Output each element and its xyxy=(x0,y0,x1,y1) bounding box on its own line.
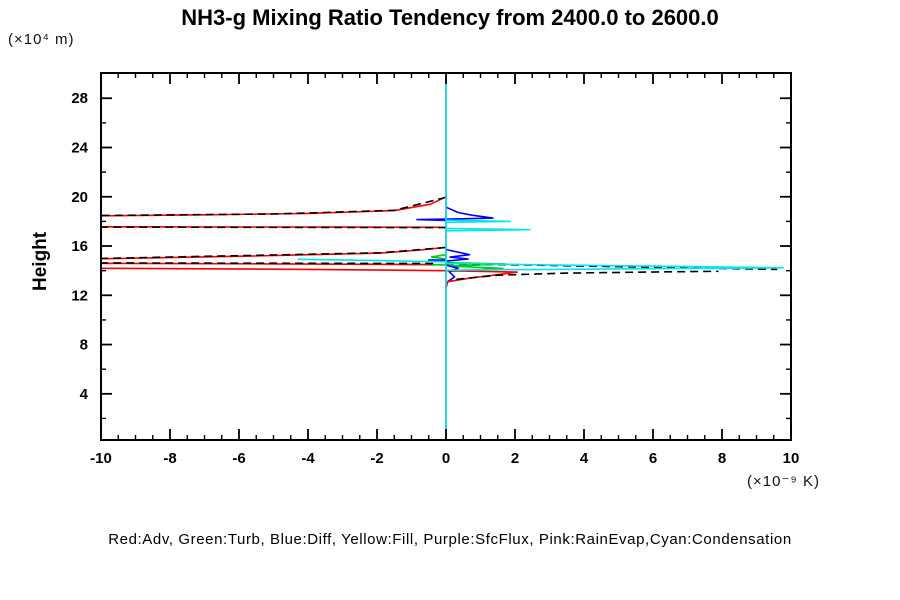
legend-text: Red:Adv, Green:Turb, Blue:Diff, Yellow:F… xyxy=(108,531,792,548)
chart-title: NH3-g Mixing Ratio Tendency from 2400.0 … xyxy=(181,5,719,30)
y-axis-title: Height xyxy=(30,231,51,291)
y-tick-label: 16 xyxy=(71,238,88,255)
x-tick-label: -4 xyxy=(301,450,315,467)
series-lines xyxy=(101,73,784,440)
x-tick-label: 10 xyxy=(783,450,800,467)
x-tick-label: -10 xyxy=(90,450,112,467)
series-condensation xyxy=(297,73,784,440)
y-tick-label: 8 xyxy=(80,337,88,354)
x-tick-label: -8 xyxy=(163,450,176,467)
x-tick-label: 0 xyxy=(442,450,450,467)
y-axis-unit-label: (×10⁴ m) xyxy=(8,31,75,48)
x-tick-label: 8 xyxy=(718,450,726,467)
x-axis-unit-label: (×10⁻⁹ K) xyxy=(747,473,820,490)
y-tick-label: 20 xyxy=(71,189,88,206)
series-total xyxy=(101,196,778,281)
y-tick-label: 12 xyxy=(71,287,88,304)
y-tick-label: 4 xyxy=(80,386,89,403)
y-tick-label: 28 xyxy=(71,90,88,107)
x-tick-label: 6 xyxy=(649,450,657,467)
x-tick-label: 4 xyxy=(580,450,589,467)
x-tick-label: 2 xyxy=(511,450,519,467)
x-tick-label: -6 xyxy=(232,450,245,467)
series-diff xyxy=(416,206,494,289)
y-tick-label: 24 xyxy=(71,140,88,157)
axis-ticks xyxy=(100,73,792,440)
x-tick-label: -2 xyxy=(370,450,383,467)
